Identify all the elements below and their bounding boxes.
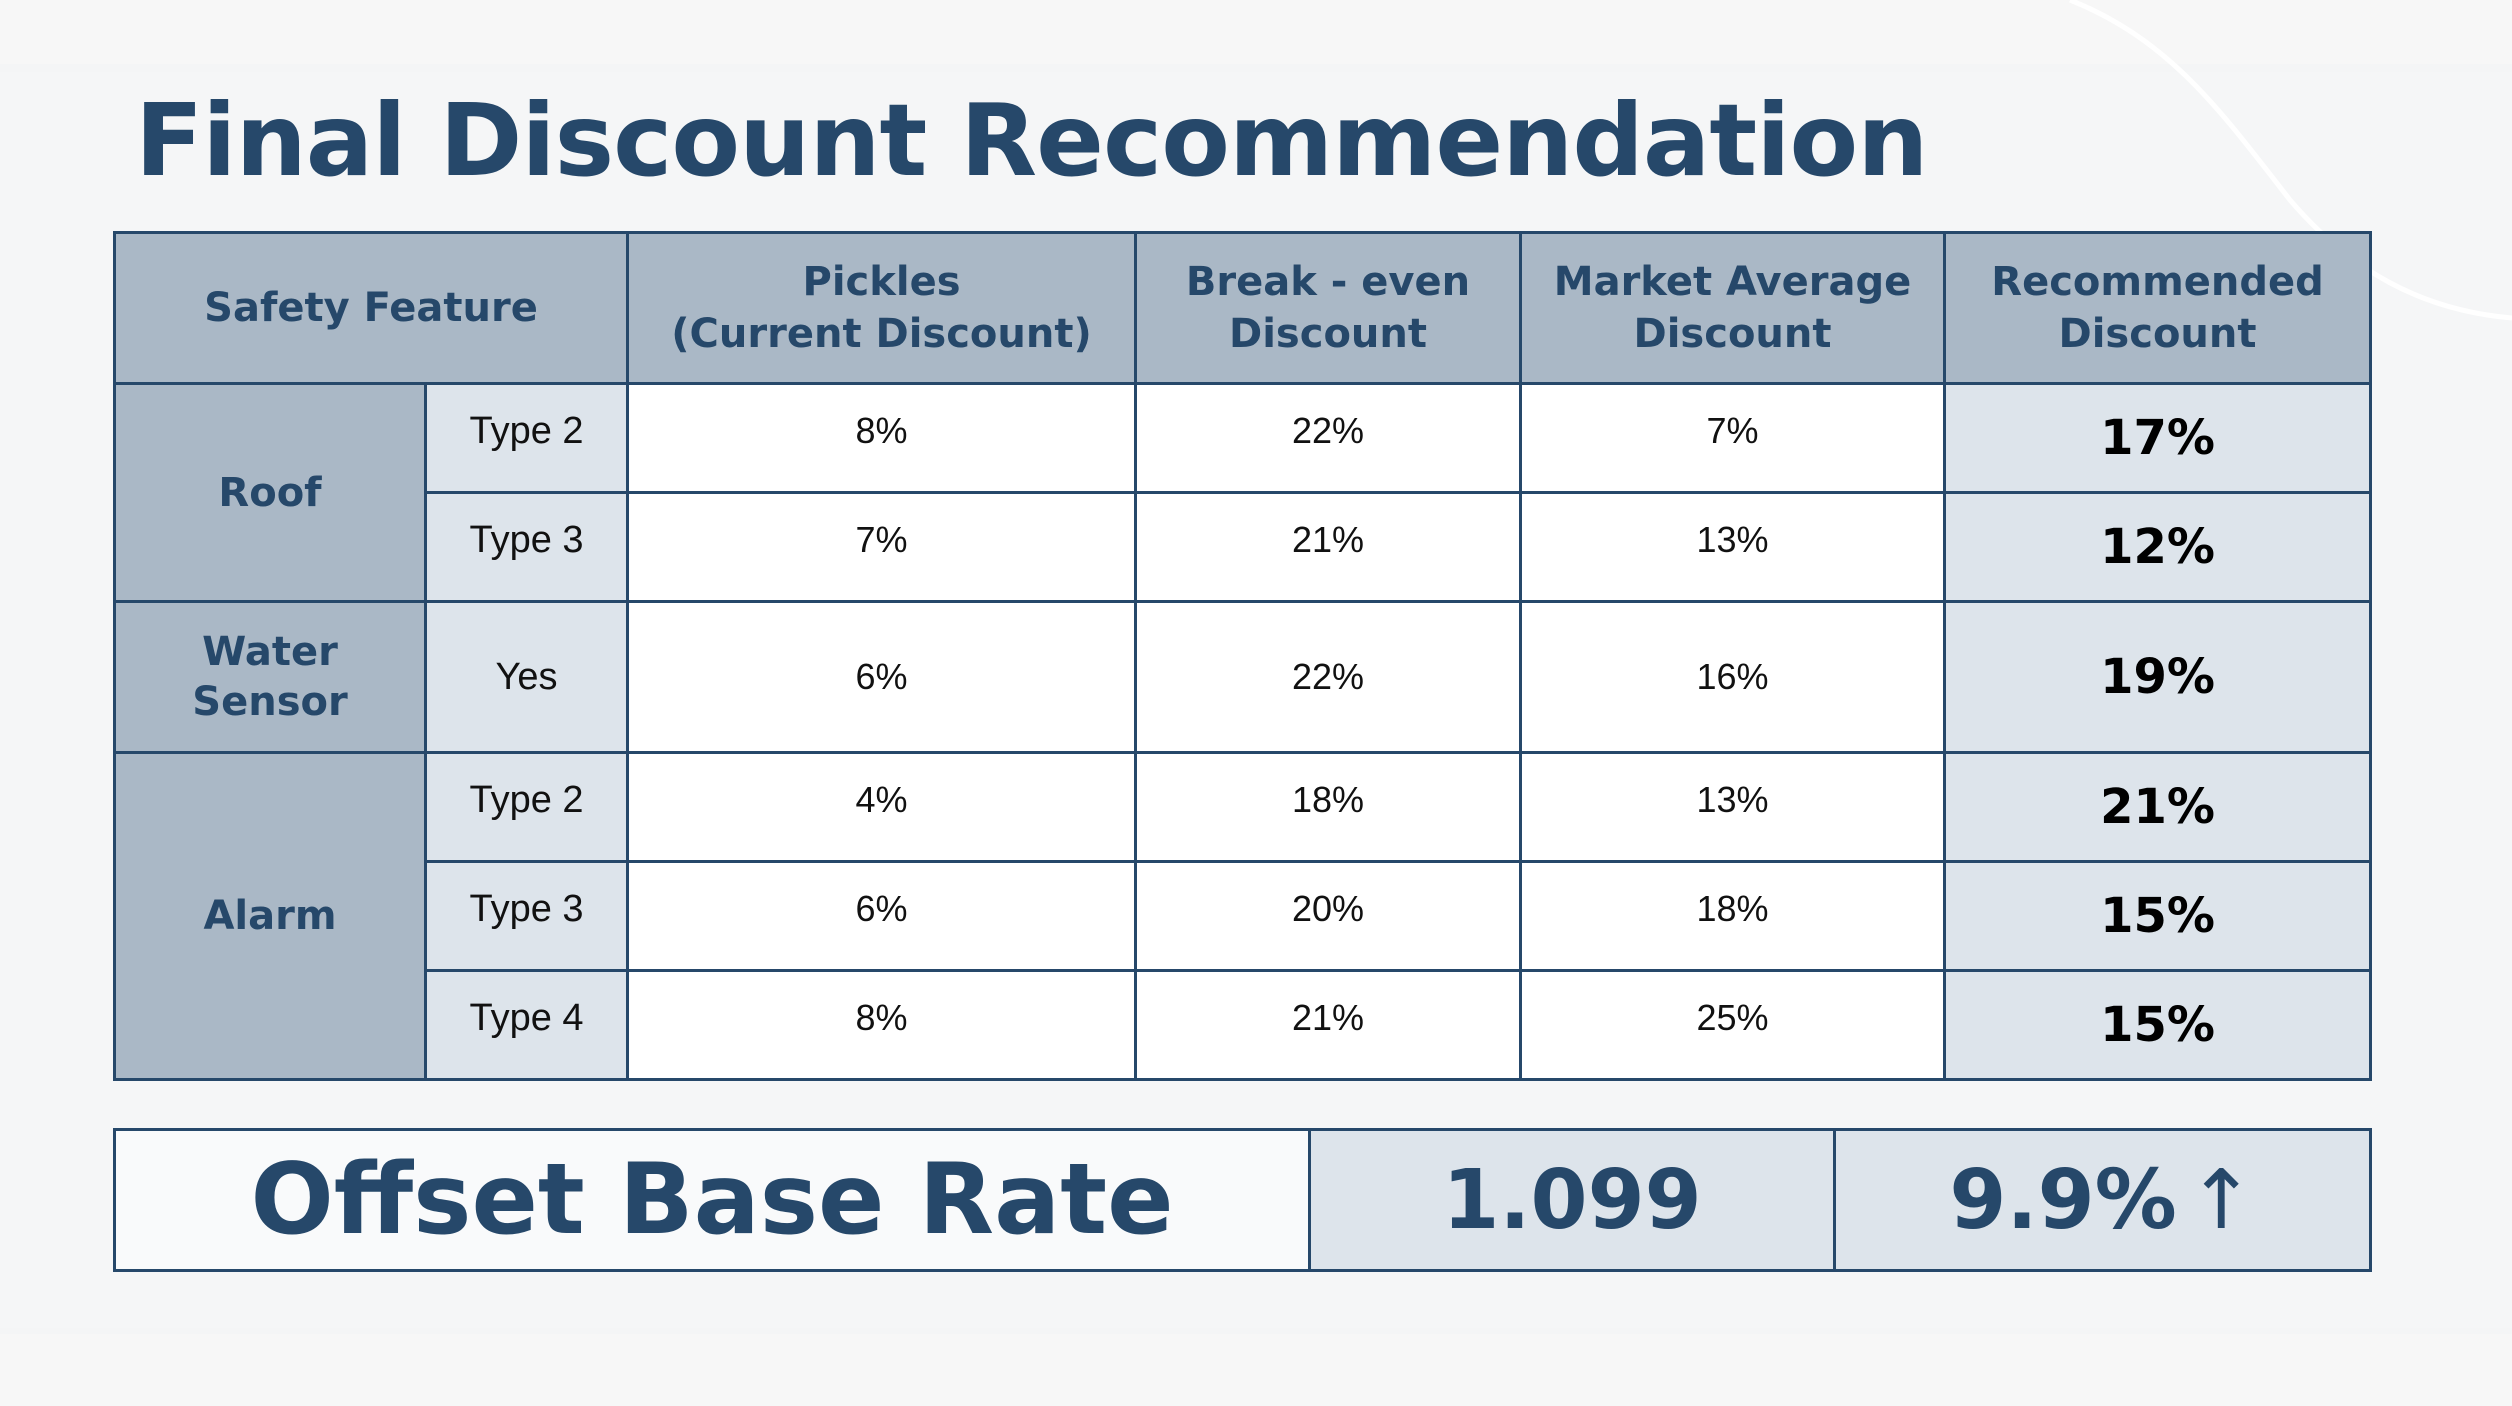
market-average-cell: 16% — [1519, 600, 1947, 754]
market-average-cell: 7% — [1519, 382, 1947, 494]
break-even-header: Break - even Discount — [1134, 231, 1523, 385]
type-cell: Type 2 — [423, 382, 630, 494]
recommended-cell: 15% — [1943, 969, 2373, 1081]
pickles-cell: 7% — [626, 491, 1138, 603]
type-cell: Type 2 — [423, 751, 630, 863]
pickles-cell: 4% — [626, 751, 1138, 863]
group-roof: Roof — [113, 382, 427, 603]
table-row: Type 4 8% 21% 25% 15% — [115, 969, 2373, 1081]
offset-change: 9.9% ↑ — [1833, 1128, 2372, 1272]
type-cell: Type 3 — [423, 860, 630, 972]
type-cell: Yes — [423, 600, 630, 754]
recommended-cell: 21% — [1943, 751, 2373, 863]
pickles-header: Pickles (Current Discount) — [626, 231, 1138, 385]
table-row: Type 3 6% 20% 18% 15% — [115, 860, 2373, 972]
recommended-header: Recommended Discount — [1943, 231, 2373, 385]
arrow-up-icon: ↑ — [2186, 1152, 2256, 1248]
market-average-header: Market Average Discount — [1519, 231, 1947, 385]
pickles-cell: 6% — [626, 860, 1138, 972]
table-row: Type 3 7% 21% 13% 12% — [115, 491, 2373, 603]
break-even-cell: 18% — [1134, 751, 1523, 863]
offset-change-value: 9.9% — [1949, 1152, 2177, 1248]
recommended-cell: 15% — [1943, 860, 2373, 972]
pickles-cell: 8% — [626, 969, 1138, 1081]
discount-table: Safety Feature Pickles (Current Discount… — [112, 231, 2373, 1081]
header-row: Safety Feature Pickles (Current Discount… — [112, 231, 2373, 385]
offset-base-rate-table: Offset Base Rate 1.099 9.9% ↑ — [113, 1128, 2372, 1272]
type-cell: Type 4 — [423, 969, 630, 1081]
offset-value: 1.099 — [1308, 1128, 1836, 1272]
market-average-cell: 13% — [1519, 491, 1947, 603]
recommended-cell: 17% — [1943, 382, 2373, 494]
group-alarm: Alarm — [113, 751, 427, 1081]
table-row: Alarm Type 2 4% 18% 13% 21% — [113, 751, 2373, 1081]
page-title: Final Discount Recommendation — [135, 82, 1928, 199]
break-even-cell: 21% — [1134, 969, 1523, 1081]
table-row: Roof Type 2 8% 22% 7% 17% — [113, 382, 2373, 603]
break-even-cell: 22% — [1134, 600, 1523, 754]
market-average-cell: 13% — [1519, 751, 1947, 863]
group-water-sensor: Water Sensor — [113, 600, 427, 754]
market-average-cell: 25% — [1519, 969, 1947, 1081]
bottom-band — [0, 1334, 2512, 1406]
type-cell: Type 3 — [423, 491, 630, 603]
table-row: Water Sensor Yes 6% 22% 16% 19% — [113, 600, 2373, 754]
break-even-cell: 21% — [1134, 491, 1523, 603]
recommended-cell: 19% — [1943, 600, 2373, 754]
market-average-cell: 18% — [1519, 860, 1947, 972]
break-even-cell: 22% — [1134, 382, 1523, 494]
offset-label: Offset Base Rate — [113, 1128, 1311, 1272]
pickles-cell: 8% — [626, 382, 1138, 494]
safety-feature-header: Safety Feature — [112, 231, 630, 385]
pickles-cell: 6% — [626, 600, 1138, 754]
break-even-cell: 20% — [1134, 860, 1523, 972]
recommended-cell: 12% — [1943, 491, 2373, 603]
